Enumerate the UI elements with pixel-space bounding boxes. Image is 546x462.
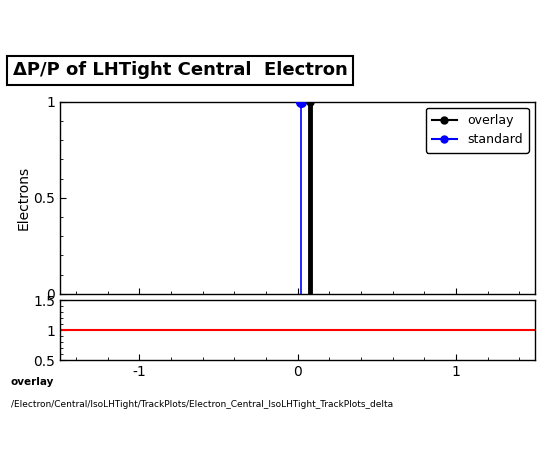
Y-axis label: Electrons: Electrons xyxy=(16,166,31,230)
Legend: overlay, standard: overlay, standard xyxy=(426,108,529,152)
Text: overlay: overlay xyxy=(11,377,54,387)
Text: ΔP/P of LHTight Central  Electron: ΔP/P of LHTight Central Electron xyxy=(13,61,347,79)
Text: /Electron/Central/IsoLHTight/TrackPlots/Electron_Central_IsoLHTight_TrackPlots_d: /Electron/Central/IsoLHTight/TrackPlots/… xyxy=(11,400,393,408)
